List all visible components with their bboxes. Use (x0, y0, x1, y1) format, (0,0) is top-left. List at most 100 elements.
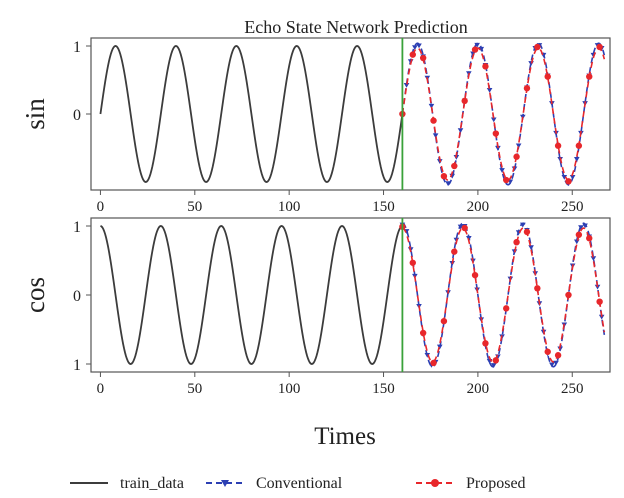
proposed-marker (503, 176, 510, 184)
legend-item: train_data (70, 475, 184, 492)
proposed-marker (554, 352, 562, 359)
x-tick-label: 150 (372, 199, 395, 215)
proposed-marker (575, 142, 583, 149)
proposed-marker (451, 162, 458, 170)
conventional-marker (528, 245, 534, 251)
proposed-marker (503, 305, 510, 312)
y-axis-label: sin (20, 98, 50, 130)
conventional-marker (582, 223, 588, 229)
proposed-marker (513, 238, 520, 246)
proposed-marker (523, 228, 531, 236)
x-tick-label: 200 (467, 381, 490, 397)
proposed-marker (471, 46, 479, 53)
proposed-marker (513, 153, 520, 160)
proposed-marker (492, 357, 500, 364)
proposed-marker (409, 51, 416, 58)
series-line-proposed (402, 227, 606, 363)
legend-marker-triangle (221, 480, 229, 487)
conventional-marker (457, 224, 464, 230)
proposed-marker (534, 285, 541, 292)
legend-marker-circle (431, 479, 439, 487)
conventional-marker (486, 87, 493, 93)
conventional-marker (412, 45, 418, 51)
chart-title: Echo State Network Prediction (244, 17, 467, 37)
y-tick-label: 1 (73, 39, 81, 56)
conventional-marker (416, 43, 422, 49)
conventional-marker (573, 239, 580, 245)
y-axis-label: cos (20, 277, 50, 313)
conventional-marker (499, 168, 505, 173)
proposed-marker (409, 259, 416, 266)
x-axis-label: Times (314, 423, 376, 450)
conventional-marker (490, 117, 497, 123)
conventional-marker (573, 157, 580, 162)
x-tick-label: 100 (278, 381, 301, 397)
proposed-marker (586, 73, 593, 80)
conventional-marker (490, 363, 497, 368)
proposed-marker (544, 348, 551, 355)
y-tick-label: 0 (73, 288, 81, 305)
legend-label: Conventional (256, 475, 343, 492)
conventional-marker (515, 143, 522, 149)
proposed-marker (430, 359, 437, 367)
proposed-marker (565, 178, 572, 185)
proposed-marker (596, 298, 603, 305)
series-line-train-data (100, 225, 403, 365)
proposed-marker (419, 329, 427, 337)
conventional-marker (594, 284, 601, 290)
y-tick-label: 1 (73, 357, 81, 374)
x-tick-label: 0 (97, 381, 105, 397)
conventional-marker (569, 174, 576, 180)
proposed-marker (430, 117, 437, 124)
proposed-marker (451, 248, 458, 255)
conventional-marker (495, 145, 501, 151)
proposed-marker (565, 291, 572, 299)
y-tick-label: 1 (73, 219, 81, 236)
proposed-marker (523, 85, 531, 92)
conventional-marker (445, 181, 451, 187)
conventional-marker (478, 46, 485, 52)
proposed-marker (482, 63, 489, 70)
proposed-marker (419, 54, 427, 62)
conventional-marker (520, 222, 526, 228)
conventional-marker (578, 225, 584, 231)
x-tick-label: 250 (561, 381, 584, 397)
conventional-marker (590, 256, 597, 262)
proposed-marker (596, 43, 603, 51)
proposed-marker (461, 224, 468, 232)
series-line-proposed (401, 47, 606, 181)
y-tick-label: 0 (73, 107, 81, 124)
conventional-marker (474, 42, 480, 48)
legend-item: Conventional (206, 475, 343, 492)
x-tick-label: 150 (372, 381, 395, 397)
legend-item: Proposed (416, 475, 526, 492)
conventional-marker (528, 61, 534, 66)
legend: train_data Conventional Proposed (70, 475, 526, 492)
plot-area-frame (90, 217, 611, 373)
proposed-marker (586, 235, 593, 242)
conventional-marker (549, 362, 555, 368)
x-tick-label: 200 (467, 199, 490, 215)
proposed-marker (575, 231, 583, 238)
series-line-train-data (99, 45, 404, 183)
conventional-marker (403, 82, 410, 88)
conventional-marker (457, 128, 464, 133)
conventional-marker (561, 174, 568, 180)
series-line-conventional (401, 42, 606, 186)
proposed-marker (471, 271, 479, 279)
proposed-marker (440, 317, 448, 325)
conventional-marker (432, 133, 439, 139)
proposed-marker (440, 172, 448, 180)
x-tick-label: 50 (187, 381, 202, 397)
x-tick-label: 250 (561, 199, 584, 215)
x-tick-label: 0 (97, 199, 105, 215)
conventional-marker (428, 103, 435, 109)
conventional-marker (553, 360, 559, 366)
proposed-marker (534, 43, 541, 51)
proposed-marker (461, 97, 468, 105)
proposed-marker (482, 340, 489, 347)
proposed-marker (554, 142, 562, 149)
